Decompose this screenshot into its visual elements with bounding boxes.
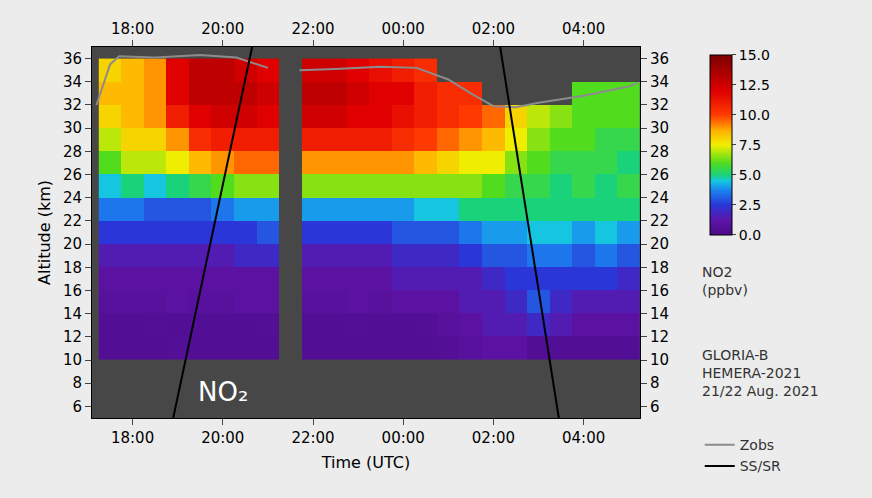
svg-text:22: 22 bbox=[63, 212, 82, 230]
svg-text:Time (UTC): Time (UTC) bbox=[321, 453, 410, 472]
svg-text:0.0: 0.0 bbox=[739, 227, 761, 243]
svg-text:Zobs: Zobs bbox=[740, 437, 774, 453]
svg-text:8: 8 bbox=[72, 374, 82, 392]
svg-text:12: 12 bbox=[63, 328, 82, 346]
svg-text:02:00: 02:00 bbox=[472, 429, 515, 447]
svg-text:5.0: 5.0 bbox=[739, 167, 761, 183]
svg-text:GLORIA-BHEMERA-202121/22 Aug.: GLORIA-BHEMERA-202121/22 Aug. 2021 bbox=[702, 347, 819, 399]
svg-text:30: 30 bbox=[650, 119, 669, 137]
svg-text:30: 30 bbox=[63, 119, 82, 137]
svg-text:22:00: 22:00 bbox=[291, 429, 334, 447]
svg-text:20:00: 20:00 bbox=[201, 20, 244, 38]
svg-text:10: 10 bbox=[650, 351, 669, 369]
svg-text:10: 10 bbox=[63, 351, 82, 369]
svg-text:24: 24 bbox=[650, 189, 669, 207]
svg-text:8: 8 bbox=[650, 374, 660, 392]
svg-text:7.5: 7.5 bbox=[739, 137, 761, 153]
svg-text:36: 36 bbox=[63, 50, 82, 68]
svg-text:02:00: 02:00 bbox=[472, 20, 515, 38]
svg-text:34: 34 bbox=[650, 73, 669, 91]
svg-text:SS/SR: SS/SR bbox=[740, 458, 781, 474]
svg-text:14: 14 bbox=[63, 305, 82, 323]
svg-text:36: 36 bbox=[650, 50, 669, 68]
svg-text:16: 16 bbox=[63, 282, 82, 300]
svg-text:18: 18 bbox=[63, 259, 82, 277]
svg-text:34: 34 bbox=[63, 73, 82, 91]
svg-text:18:00: 18:00 bbox=[111, 429, 154, 447]
svg-text:20: 20 bbox=[650, 235, 669, 253]
svg-text:04:00: 04:00 bbox=[562, 20, 605, 38]
svg-text:26: 26 bbox=[63, 166, 82, 184]
svg-text:26: 26 bbox=[650, 166, 669, 184]
svg-text:12: 12 bbox=[650, 328, 669, 346]
svg-text:2.5: 2.5 bbox=[739, 197, 761, 213]
svg-text:18: 18 bbox=[650, 259, 669, 277]
svg-text:00:00: 00:00 bbox=[382, 20, 425, 38]
svg-text:28: 28 bbox=[650, 143, 669, 161]
svg-text:6: 6 bbox=[650, 398, 660, 416]
svg-text:04:00: 04:00 bbox=[562, 429, 605, 447]
svg-text:18:00: 18:00 bbox=[111, 20, 154, 38]
svg-text:24: 24 bbox=[63, 189, 82, 207]
svg-text:10.0: 10.0 bbox=[739, 107, 770, 123]
svg-text:16: 16 bbox=[650, 282, 669, 300]
svg-text:22:00: 22:00 bbox=[291, 20, 334, 38]
svg-text:15.0: 15.0 bbox=[739, 47, 770, 63]
svg-text:NO₂: NO₂ bbox=[198, 377, 248, 407]
svg-text:32: 32 bbox=[63, 96, 82, 114]
svg-text:28: 28 bbox=[63, 143, 82, 161]
svg-text:Altitude (km): Altitude (km) bbox=[35, 180, 54, 285]
svg-text:NO2(ppbv): NO2(ppbv) bbox=[702, 264, 748, 298]
svg-text:00:00: 00:00 bbox=[382, 429, 425, 447]
svg-text:22: 22 bbox=[650, 212, 669, 230]
svg-text:20: 20 bbox=[63, 235, 82, 253]
svg-text:20:00: 20:00 bbox=[201, 429, 244, 447]
svg-text:6: 6 bbox=[72, 398, 82, 416]
svg-text:14: 14 bbox=[650, 305, 669, 323]
svg-text:32: 32 bbox=[650, 96, 669, 114]
svg-text:12.5: 12.5 bbox=[739, 77, 770, 93]
